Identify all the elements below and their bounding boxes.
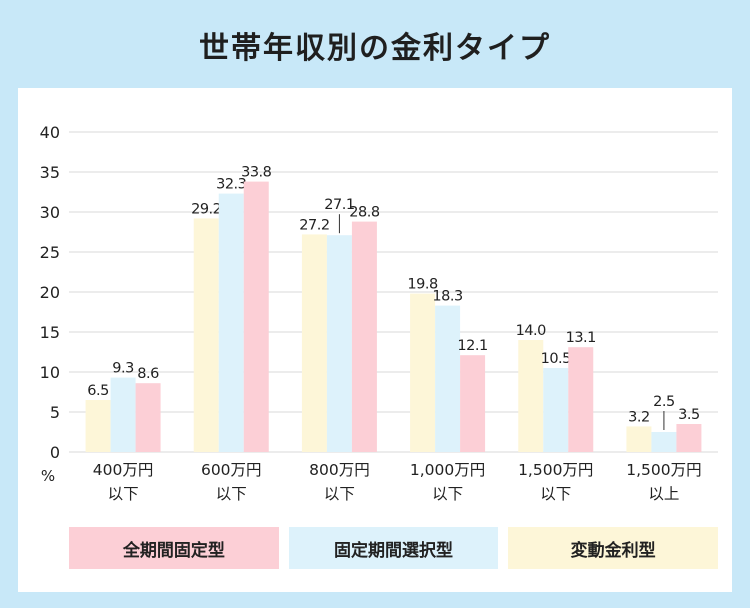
legend-item-hendo: 変動金利型 bbox=[508, 527, 719, 569]
bar bbox=[218, 193, 244, 452]
x-tick-label: 400万円 bbox=[93, 461, 154, 479]
chart-panel: 0 5 10 15 20 25 30 35 40% 6.5 9.3 8.6 400万円以下 29.2 32.… bbox=[18, 88, 732, 592]
x-tick-label: 600万円 bbox=[201, 461, 262, 479]
x-tick-label: 1,500万円 bbox=[518, 461, 593, 479]
data-label: 32.3 bbox=[216, 177, 247, 193]
x-tick-label: 以下 bbox=[324, 485, 355, 503]
data-label: 10.5 bbox=[541, 351, 571, 367]
y-tick-label: 30 bbox=[40, 203, 60, 222]
bar bbox=[435, 305, 461, 452]
x-tick-label: 以下 bbox=[540, 485, 571, 503]
y-tick-label: 5 bbox=[50, 403, 60, 422]
y-tick-label: 10 bbox=[40, 363, 60, 382]
y-tick-label: 25 bbox=[40, 243, 60, 262]
bar bbox=[651, 432, 677, 452]
bar bbox=[676, 424, 702, 452]
x-tick-label: 以下 bbox=[432, 485, 463, 503]
data-label: 33.8 bbox=[241, 165, 272, 181]
y-tick-label: 20 bbox=[40, 283, 60, 302]
data-label: 28.8 bbox=[349, 205, 380, 221]
legend-item-kotei-sentaku: 固定期間選択型 bbox=[288, 527, 499, 569]
legend: 全期間固定型 固定期間選択型 変動金利型 bbox=[69, 527, 719, 569]
bar bbox=[301, 234, 327, 452]
data-label: 27.1 bbox=[324, 197, 354, 213]
data-label: 18.3 bbox=[432, 289, 463, 305]
data-label: 8.6 bbox=[137, 366, 159, 382]
bar bbox=[410, 293, 436, 452]
data-label: 12.1 bbox=[457, 338, 487, 354]
legend-label-hendo: 変動金利型 bbox=[570, 540, 656, 561]
data-label: 3.5 bbox=[678, 407, 700, 423]
bar bbox=[626, 426, 652, 452]
y-tick-label: 15 bbox=[40, 323, 60, 342]
data-label: 14.0 bbox=[516, 323, 547, 339]
data-label: 13.1 bbox=[566, 330, 596, 346]
bar bbox=[568, 347, 594, 452]
x-tick-label: 800万円 bbox=[309, 461, 370, 479]
x-tick-label: 以上 bbox=[648, 485, 679, 503]
y-tick-label: 0 bbox=[50, 443, 60, 462]
y-axis-unit: % bbox=[41, 467, 55, 485]
legend-label-kotei-sentaku: 固定期間選択型 bbox=[334, 540, 453, 561]
x-tick-label: 以下 bbox=[108, 485, 139, 503]
chart-title: 世帯年収別の金利タイプ bbox=[199, 31, 551, 66]
y-tick-label: 35 bbox=[40, 163, 60, 182]
data-label: 9.3 bbox=[112, 361, 134, 377]
bar bbox=[243, 181, 269, 452]
bar bbox=[460, 355, 486, 452]
data-label: 27.2 bbox=[299, 217, 329, 233]
bar bbox=[193, 218, 219, 452]
bar bbox=[326, 235, 352, 452]
bar bbox=[135, 383, 161, 452]
data-label: 2.5 bbox=[653, 394, 675, 410]
x-tick-label: 以下 bbox=[216, 485, 247, 503]
bar bbox=[110, 377, 136, 452]
x-tick-label: 1,000万円 bbox=[410, 461, 485, 479]
bar bbox=[351, 221, 377, 452]
bar bbox=[518, 340, 544, 452]
legend-item-zenkikan: 全期間固定型 bbox=[69, 527, 279, 569]
data-label: 19.8 bbox=[407, 277, 438, 293]
legend-label-zenkikan: 全期間固定型 bbox=[122, 540, 225, 561]
data-label: 29.2 bbox=[191, 201, 221, 217]
data-label: 3.2 bbox=[628, 409, 650, 425]
data-label: 6.5 bbox=[87, 383, 109, 399]
x-tick-label: 1,500万円 bbox=[626, 461, 701, 479]
bar bbox=[85, 400, 111, 452]
bar bbox=[543, 368, 569, 452]
y-tick-label: 40 bbox=[40, 123, 60, 142]
